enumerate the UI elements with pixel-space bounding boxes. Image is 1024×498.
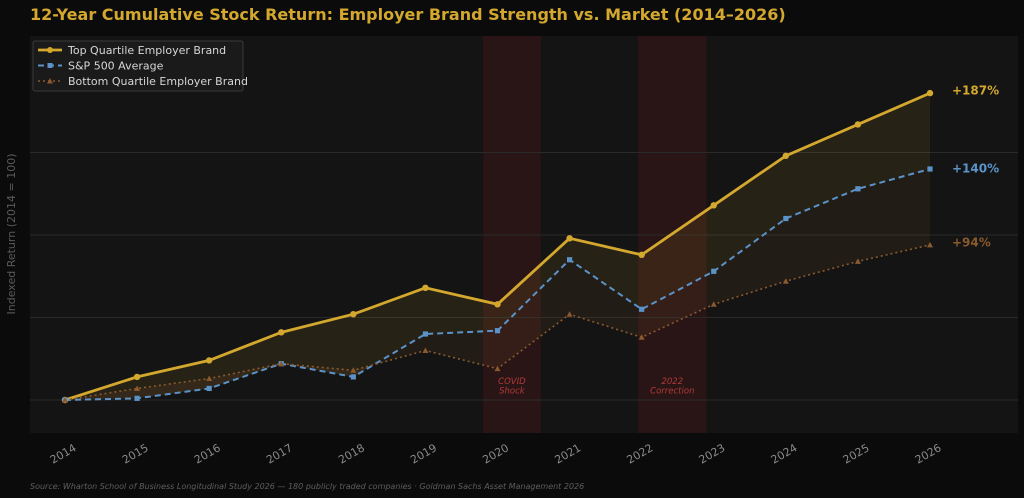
data-point [854,258,861,264]
event-label: Correction [650,387,694,397]
data-point [566,311,573,317]
data-point [350,311,357,318]
data-point [927,166,933,172]
legend-marker [47,78,53,84]
data-point [206,385,212,392]
chart-title: 12-Year Cumulative Stock Return: Employe… [30,5,786,24]
data-point [133,373,141,381]
data-point [566,257,573,263]
data-point [350,367,357,373]
area-fills [65,93,930,400]
data-point [494,328,501,334]
end-label: +94% [952,235,991,249]
end-labels: +187% +140% +94% [952,84,999,250]
legend-entry: Bottom Quartile Employer Brand [68,75,248,88]
data-point [638,334,645,340]
data-point [134,385,141,391]
end-label: +140% [952,162,999,176]
legend-box [32,40,244,92]
legend-marker [47,63,53,68]
data-point [782,152,790,159]
gridlines [30,152,1018,401]
data-point [205,357,213,364]
data-point [782,278,789,284]
data-point [278,360,285,367]
data-point [278,329,285,336]
event-label: Shock [499,387,526,397]
data-point [566,235,573,242]
data-point [62,397,68,403]
data-point [783,215,789,222]
data-point [855,186,861,192]
data-point [926,89,934,97]
data-point [134,395,140,401]
data-point [710,202,717,209]
y-axis-label: Indexed Return (2014 = 100) [5,154,18,315]
series-markers [61,89,934,404]
data-point [206,375,213,382]
event-label: 2022 [661,377,683,387]
source-note: Source: Wharton School of Business Longi… [30,482,584,491]
data-point [854,121,862,128]
data-point [927,241,933,248]
data-point [422,331,429,337]
data-point [638,251,645,258]
data-point [350,374,356,380]
legend: Top Quartile Employer Brand S&P 500 Avera… [32,40,248,92]
data-point [494,301,501,308]
legend-marker [47,47,53,53]
area-sp500-vs-bottom [65,169,930,400]
data-point [710,301,717,307]
data-point [494,365,501,372]
data-point [422,284,429,291]
legend-entry: Top Quartile Employer Brand [67,44,226,57]
data-point [711,268,717,274]
data-point [422,347,429,353]
legend-entry: S&P 500 Average [68,60,164,73]
data-point [639,306,645,312]
event-label: COVID [498,377,526,387]
end-label: +187% [952,84,999,98]
